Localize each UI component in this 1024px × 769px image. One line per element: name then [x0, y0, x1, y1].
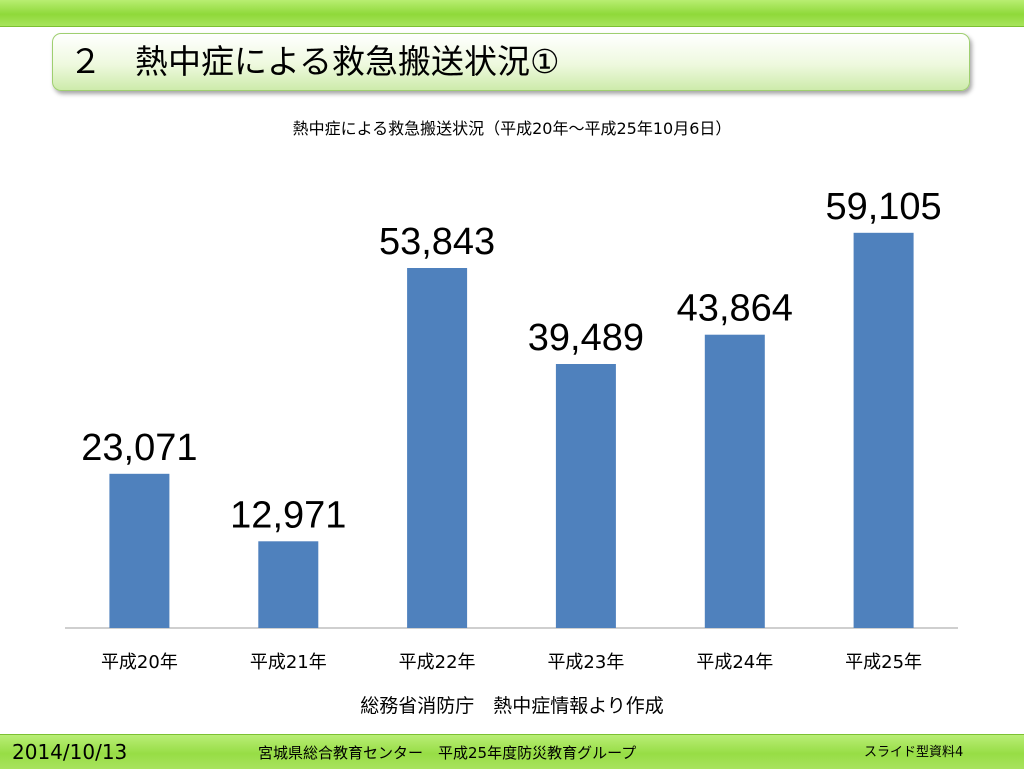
bar-2 — [258, 541, 319, 628]
source-note: 総務省消防庁 熱中症情報より作成 — [360, 695, 664, 717]
bar-4 — [555, 364, 616, 628]
bar-6 — [853, 232, 914, 629]
bar-5 — [704, 334, 765, 628]
top-accent-bar — [0, 0, 1024, 27]
slide-title-box: ２ 熱中症による救急搬送状況① — [52, 33, 970, 91]
chart-title: 熱中症による救急搬送状況（平成20年～平成25年10月6日） — [292, 119, 732, 138]
bar-1 — [109, 473, 170, 628]
slide-title: ２ 熱中症による救急搬送状況① — [69, 42, 560, 81]
value-label-6: 59,105 — [825, 186, 941, 228]
value-label-3: 53,843 — [379, 221, 495, 263]
value-labels-group: 23,071 12,971 53,843 39,489 43,864 59,105 — [81, 186, 941, 536]
footer-page-label: スライド型資料4 — [864, 745, 964, 760]
footer-date: 2014/10/13 — [12, 740, 128, 764]
value-label-1: 23,071 — [81, 427, 197, 469]
tick-labels-group: 平成20年 平成21年 平成22年 平成23年 平成24年 平成25年 — [101, 652, 922, 673]
x-tick-label-4: 平成23年 — [547, 652, 624, 673]
bars-group — [109, 232, 914, 629]
x-tick-label-1: 平成20年 — [101, 652, 178, 673]
x-tick-label-6: 平成25年 — [845, 652, 922, 673]
footer-bar: 2014/10/13 宮城県総合教育センター 平成25年度防災教育グループ スラ… — [0, 734, 1024, 769]
bar-chart: 23,071 12,971 53,843 39,489 43,864 59,105 平成2… — [65, 186, 958, 673]
x-tick-label-2: 平成21年 — [250, 652, 327, 673]
x-tick-label-5: 平成24年 — [696, 652, 773, 673]
x-tick-label-3: 平成22年 — [399, 652, 476, 673]
bar-3 — [407, 268, 468, 628]
value-label-4: 39,489 — [528, 317, 644, 359]
value-label-5: 43,864 — [677, 288, 793, 330]
footer-organization: 宮城県総合教育センター 平成25年度防災教育グループ — [258, 744, 637, 762]
value-label-2: 12,971 — [230, 494, 346, 536]
